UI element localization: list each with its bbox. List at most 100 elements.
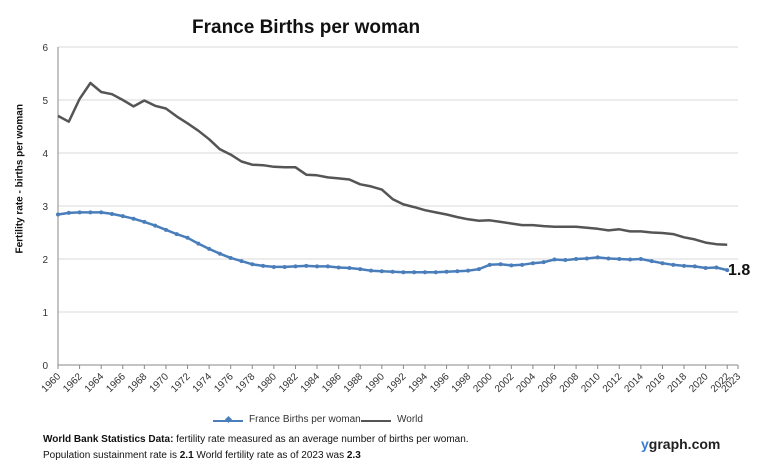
- footer-world-text: World fertility rate as of 2023 was: [193, 450, 347, 461]
- data-point-france-births-per-woman: [304, 263, 309, 268]
- x-tick-label: 1976: [212, 371, 236, 395]
- data-point-france-births-per-woman: [466, 268, 471, 273]
- x-tick-label: 1962: [61, 371, 85, 395]
- end-value-label: 1.8: [728, 262, 751, 279]
- data-point-france-births-per-woman: [325, 264, 330, 269]
- data-point-france-births-per-woman: [390, 269, 395, 274]
- x-tick-label: 2018: [666, 371, 690, 395]
- data-point-france-births-per-woman: [261, 263, 266, 268]
- data-point-france-births-per-woman: [196, 241, 201, 246]
- x-tick-label: 2014: [622, 371, 646, 395]
- x-tick-label: 1974: [191, 371, 215, 395]
- x-tick-label: 1996: [428, 371, 452, 395]
- data-point-france-births-per-woman: [476, 267, 481, 272]
- x-tick-label: 2020: [687, 371, 711, 395]
- data-point-france-births-per-woman: [617, 257, 622, 261]
- data-point-france-births-per-woman: [99, 210, 104, 215]
- data-point-france-births-per-woman: [250, 262, 255, 267]
- data-point-france-births-per-woman: [628, 257, 633, 262]
- y-tick-labels: 0 1 2 3 4 5 6: [42, 43, 48, 372]
- x-tick-label: 1994: [407, 371, 431, 395]
- data-point-france-births-per-woman: [239, 259, 244, 264]
- footer-sustain-text: Population sustainment rate is: [43, 450, 180, 461]
- data-point-france-births-per-woman: [703, 266, 708, 271]
- data-point-france-births-per-woman: [725, 268, 730, 273]
- data-point-france-births-per-woman: [530, 261, 535, 266]
- x-tick-label: 2004: [515, 371, 539, 395]
- data-point-france-births-per-woman: [142, 219, 147, 224]
- data-point-france-births-per-woman: [671, 262, 676, 267]
- data-point-france-births-per-woman: [682, 263, 687, 268]
- data-point-france-births-per-woman: [379, 269, 384, 274]
- data-point-france-births-per-woman: [692, 264, 697, 269]
- x-tick-label: 1966: [104, 371, 128, 395]
- x-tick-label: 2008: [558, 371, 582, 395]
- series-lines: [56, 81, 730, 275]
- brand-logo: ygraph.com: [641, 436, 720, 452]
- x-tick-label: 1982: [277, 371, 301, 395]
- data-point-france-births-per-woman: [552, 257, 557, 262]
- data-point-france-births-per-woman: [347, 266, 352, 271]
- data-point-france-births-per-woman: [541, 260, 546, 265]
- x-tick-label: 2012: [601, 371, 625, 395]
- x-tick-label: 2006: [536, 371, 560, 395]
- data-point-france-births-per-woman: [358, 267, 363, 272]
- y-axis-label: Fertility rate - births per woman: [14, 104, 26, 254]
- brand-y: y: [641, 436, 649, 452]
- data-point-france-births-per-woman: [120, 214, 125, 219]
- data-point-france-births-per-woman: [282, 264, 287, 269]
- data-point-france-births-per-woman: [422, 270, 427, 275]
- data-point-france-births-per-woman: [228, 255, 233, 260]
- data-point-france-births-per-woman: [638, 257, 643, 261]
- x-tick-label: 1984: [299, 371, 323, 395]
- footer-source: World Bank Statistics Data:: [43, 434, 174, 445]
- series-line-world: [57, 81, 728, 246]
- x-tick-label: 1998: [450, 371, 474, 395]
- gridlines: [58, 46, 738, 313]
- legend-label-world: World: [397, 414, 423, 425]
- x-tick-label: 2000: [471, 371, 495, 395]
- data-point-france-births-per-woman: [595, 255, 600, 260]
- data-point-france-births-per-woman: [509, 263, 514, 268]
- data-point-france-births-per-woman: [153, 223, 158, 228]
- footer-line-2: Population sustainment rate is 2.1 World…: [43, 448, 469, 464]
- data-point-france-births-per-woman: [660, 261, 665, 266]
- y-tick-label: 5: [42, 96, 48, 107]
- data-point-france-births-per-woman: [56, 212, 60, 217]
- y-tick-label: 4: [42, 149, 48, 160]
- x-tick-label: 2016: [644, 371, 668, 395]
- data-point-france-births-per-woman: [77, 210, 82, 215]
- data-point-france-births-per-woman: [444, 269, 449, 274]
- x-tick-label: 1964: [83, 371, 107, 395]
- footer-description: fertility rate measured as an average nu…: [173, 434, 469, 445]
- legend-swatch-world: [361, 420, 391, 422]
- footer-world-value: 2.3: [346, 450, 361, 461]
- data-point-france-births-per-woman: [336, 265, 341, 270]
- y-tick-label: 2: [42, 255, 48, 266]
- data-point-france-births-per-woman: [649, 259, 654, 264]
- data-point-france-births-per-woman: [88, 210, 93, 215]
- data-point-france-births-per-woman: [455, 269, 460, 274]
- data-point-france-births-per-woman: [520, 262, 525, 267]
- data-point-france-births-per-woman: [714, 265, 719, 270]
- x-tick-label: 2010: [579, 371, 603, 395]
- data-point-france-births-per-woman: [369, 268, 374, 273]
- x-tick-label: 1960: [40, 371, 64, 395]
- data-point-france-births-per-woman: [487, 262, 492, 267]
- x-tick-label: 1978: [234, 371, 258, 395]
- data-point-france-births-per-woman: [433, 270, 438, 275]
- x-tick-label: 1968: [126, 371, 150, 395]
- data-point-france-births-per-woman: [574, 257, 579, 261]
- data-point-france-births-per-woman: [498, 262, 503, 267]
- data-point-france-births-per-woman: [217, 251, 222, 256]
- data-point-france-births-per-woman: [606, 256, 611, 261]
- data-point-france-births-per-woman: [174, 232, 179, 237]
- y-tick-label: 3: [42, 202, 48, 213]
- data-point-france-births-per-woman: [271, 264, 276, 269]
- x-tick-label: 1992: [385, 371, 409, 395]
- legend-label-france: France Births per woman: [249, 414, 361, 425]
- data-point-france-births-per-woman: [412, 270, 417, 275]
- data-point-france-births-per-woman: [109, 211, 114, 216]
- x-tick-label: 1986: [320, 371, 344, 395]
